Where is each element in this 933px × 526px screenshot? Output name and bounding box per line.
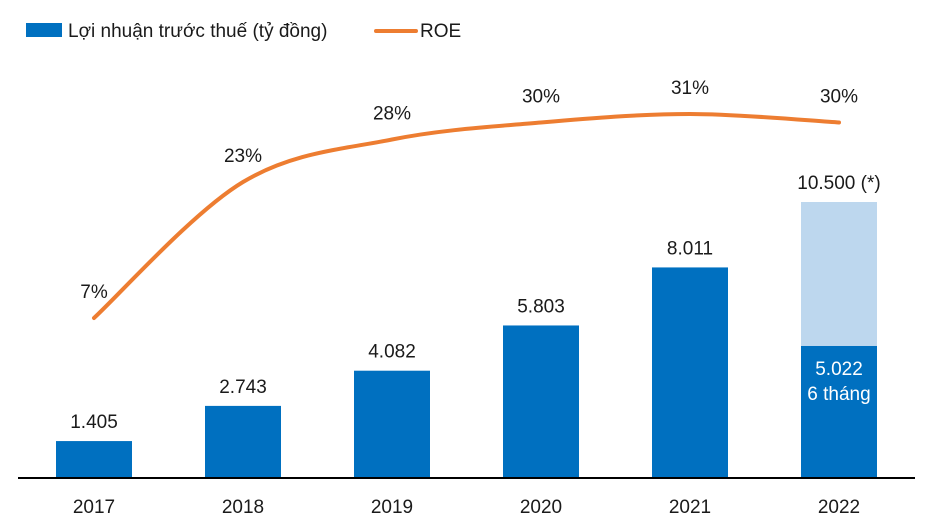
bar-2017 [56, 441, 132, 478]
x-tick-2019: 2019 [371, 497, 413, 518]
x-tick-2020: 2020 [520, 497, 562, 518]
bar-overlay-label-1: 6 tháng [807, 384, 870, 405]
bar-label-2017: 1.405 [70, 412, 118, 433]
roe-label-2019: 28% [373, 104, 411, 125]
legend: Lợi nhuận trước thuế (tỷ đồng) ROE [26, 21, 461, 42]
bar-label-2019: 4.082 [368, 342, 416, 363]
x-tick-2017: 2017 [73, 497, 115, 518]
roe-label-2017: 7% [80, 282, 108, 303]
roe-label-2022: 30% [820, 87, 858, 108]
bar-2020 [503, 325, 579, 478]
x-tick-2018: 2018 [222, 497, 264, 518]
legend-label-profit: Lợi nhuận trước thuế (tỷ đồng) [68, 21, 327, 42]
x-tick-2021: 2021 [669, 497, 711, 518]
roe-line [92, 111, 841, 320]
bar-label-2020: 5.803 [517, 296, 565, 317]
bar-label-2021: 8.011 [667, 238, 713, 259]
bar-2021 [652, 267, 728, 478]
bar-label-2018: 2.743 [219, 377, 267, 398]
bar-2018 [205, 405, 281, 478]
bar-label-2022: 10.500 (*) [797, 173, 880, 194]
roe-label-2020: 30% [522, 87, 560, 108]
legend-swatch-profit [26, 23, 62, 37]
bar-overlay-label-0: 5.022 [815, 359, 863, 380]
legend-label-roe: ROE [420, 21, 461, 42]
x-tick-2022: 2022 [818, 497, 860, 518]
bar-overlay-2022 [801, 345, 877, 478]
roe-label-2018: 23% [224, 146, 262, 167]
roe-label-2021: 31% [671, 78, 709, 99]
bar-2019 [354, 370, 430, 478]
